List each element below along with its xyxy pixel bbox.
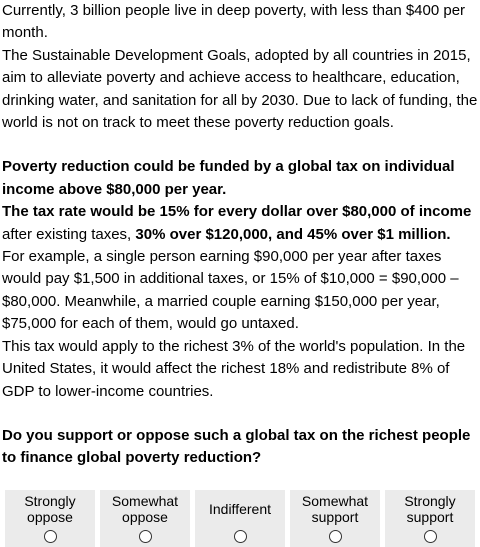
radio-button[interactable] xyxy=(423,530,437,543)
option-label: Strongly support xyxy=(404,492,456,526)
option-indifferent[interactable]: Indifferent xyxy=(195,490,285,547)
option-label: Somewhat oppose xyxy=(111,492,179,526)
example-paragraph: For example, a single person earning $90… xyxy=(2,248,459,333)
intro-paragraph-1: Currently, 3 billion people live in deep… xyxy=(2,2,466,42)
proposal-headline: Poverty reduction could be funded by a g… xyxy=(2,158,455,198)
radio-button[interactable] xyxy=(233,530,247,543)
tax-rate-bold-1: The tax rate would be 15% for every doll… xyxy=(2,203,472,221)
intro-paragraph-2: The Sustainable Development Goals, adopt… xyxy=(2,46,478,132)
radio-button[interactable] xyxy=(328,530,342,543)
radio-button[interactable] xyxy=(43,530,57,543)
option-somewhat-oppose[interactable]: Somewhat oppose xyxy=(100,490,190,547)
option-strongly-oppose[interactable]: Strongly oppose xyxy=(5,490,95,547)
scope-paragraph: This tax would apply to the richest 3% o… xyxy=(2,337,466,400)
survey-content: Currently, 3 billion people live in deep… xyxy=(2,0,478,470)
tax-rate-normal: after existing taxes, xyxy=(2,225,136,243)
tax-rate-text: The tax rate would be 15% for every doll… xyxy=(2,201,478,246)
radio-button[interactable] xyxy=(138,530,152,543)
option-label: Strongly oppose xyxy=(24,492,76,526)
option-label: Indifferent xyxy=(208,500,271,517)
question-text: Do you support or oppose such a global t… xyxy=(2,426,471,467)
likert-scale: Strongly oppose Somewhat oppose Indiffer… xyxy=(5,490,475,547)
option-strongly-support[interactable]: Strongly support xyxy=(385,490,475,547)
option-label: Somewhat support xyxy=(301,492,369,526)
option-somewhat-support[interactable]: Somewhat support xyxy=(290,490,380,547)
tax-rate-bold-2: 30% over $120,000, and 45% over $1 milli… xyxy=(135,225,451,243)
